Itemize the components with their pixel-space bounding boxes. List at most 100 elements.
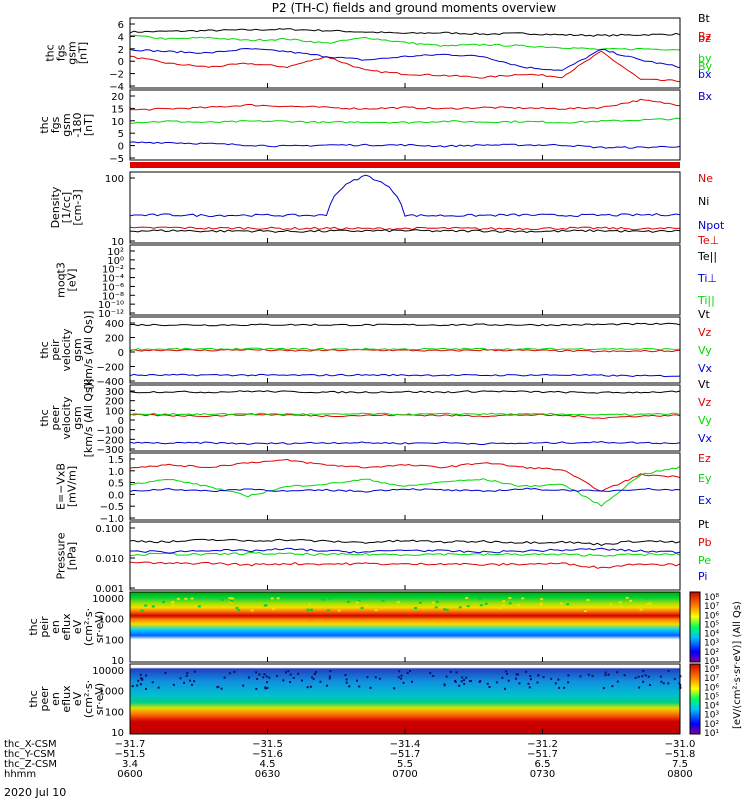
colorbar-tick-label: 10² [704,720,719,730]
spectrogram-speckle [289,680,292,683]
ephemeris-value: 0600 [117,769,142,780]
y-tick-label: 1000 [99,615,124,626]
spectrogram-speckle [139,673,142,676]
y-axis-label: [nT] [77,42,90,64]
y-tick-label: −200 [97,435,124,446]
spectrogram-speckle [255,671,258,674]
spectrogram-speckle [539,603,543,606]
legend-label: Ne [698,172,713,185]
spectrogram-speckle [463,682,466,685]
y-axis-label: thc [38,341,51,358]
spectrogram-speckle [495,681,498,684]
spectrogram-speckle [579,675,582,678]
spectrogram-speckle [220,605,224,608]
spectrogram-speckle [309,685,312,688]
series-line-by [129,34,681,51]
spectrogram-speckle [537,674,540,677]
spectrogram-speckle [282,679,285,682]
spectrogram-speckle [540,598,544,601]
spectrogram-speckle [266,686,269,689]
y-axis-label: thc [38,116,51,133]
spectrogram-speckle [638,686,641,689]
y-tick-label: 10⁻² [102,265,124,276]
spectrogram-speckle [563,686,566,689]
spectrogram-speckle [602,687,605,690]
spectrogram-speckle [193,670,196,673]
colorbar-tick-label: 10⁵ [704,620,719,630]
spectrogram-image [130,592,680,662]
spectrogram-speckle [525,670,528,673]
spectrogram-speckle [309,608,313,611]
colorbar-tick-label: 10³ [704,639,719,649]
chart-title: P2 (TH-C) fields and ground moments over… [272,1,557,15]
y-axis-label: peir [38,616,51,638]
spectrogram-speckle [528,686,531,689]
spectrogram-speckle [458,684,461,687]
spectrogram-speckle [660,680,663,683]
spectrogram-speckle [458,606,462,609]
y-axis-label: gsm [71,338,84,361]
spectrogram-speckle [567,681,570,684]
spectrogram-speckle [308,603,312,606]
ephemeris-value: 6.5 [535,759,551,770]
spectrogram-speckle [637,675,640,678]
spectrogram-speckle [539,602,543,605]
spectrogram-speckle [625,596,629,599]
spectrogram-speckle [329,670,332,673]
spectrogram-speckle [171,603,175,606]
spectrogram-speckle [507,679,510,682]
legend-label: bx [698,68,712,81]
y-axis-label: en [49,620,62,634]
spectrogram-speckle [284,671,287,674]
y-axis-label: fgs [49,116,62,133]
series-line-bx [129,47,681,71]
spectrogram-speckle [488,685,491,688]
y-axis-label: fgs [55,44,68,61]
spectrogram-speckle [398,670,401,673]
spectrogram-speckle [667,682,670,685]
y-tick-label: 0.100 [95,524,124,535]
y-axis-label: velocity [60,396,73,439]
ephemeris-value: 0700 [392,769,417,780]
series-line-Bz [129,98,681,111]
legend-label: bz [698,32,711,45]
ephemeris-value: −51.5 [115,749,146,760]
spectrogram-speckle [185,674,188,677]
spectrogram-speckle [306,608,310,611]
y-tick-label: 1000 [99,687,124,698]
y-axis-label: thc [27,690,40,707]
spectrogram-speckle [131,685,134,688]
spectrogram-speckle [369,686,372,689]
spectrogram-image [130,664,680,734]
y-axis-label: [km/s (All Qs)] [82,379,95,458]
spectrogram-speckle [297,672,300,675]
ephemeris-value: 0630 [255,769,280,780]
spectrogram-speckle [410,680,413,683]
colorbar-tick-label: 10⁷ [704,602,719,612]
y-axis-label: peer [49,405,62,431]
ephemeris-value: −51.7 [527,749,558,760]
spectrogram-speckle [502,600,506,603]
spectrogram-speckle [374,609,378,612]
spectrogram-speckle [646,603,650,606]
legend-label: Te|| [697,250,717,263]
spectrogram-speckle [465,597,469,600]
spectrogram-speckle [345,678,348,681]
spectrogram-speckle [136,684,139,687]
y-tick-label: 100 [105,174,124,185]
spectrogram-speckle [618,601,622,604]
series-line-Pi [130,547,681,554]
spectrogram-speckle [171,601,175,604]
y-tick-label: −0.5 [100,502,124,513]
y-axis-label: velocity [60,328,73,371]
legend-label: Ey [698,472,712,485]
series-line-Ey [129,466,681,507]
spectrogram-speckle [356,601,360,604]
spectrogram-speckle [314,671,317,674]
y-tick-label: 2 [118,45,124,56]
legend-label: Ti|| [697,294,715,307]
legend-label: Ti⊥ [697,272,717,285]
panel-frame [129,244,681,316]
